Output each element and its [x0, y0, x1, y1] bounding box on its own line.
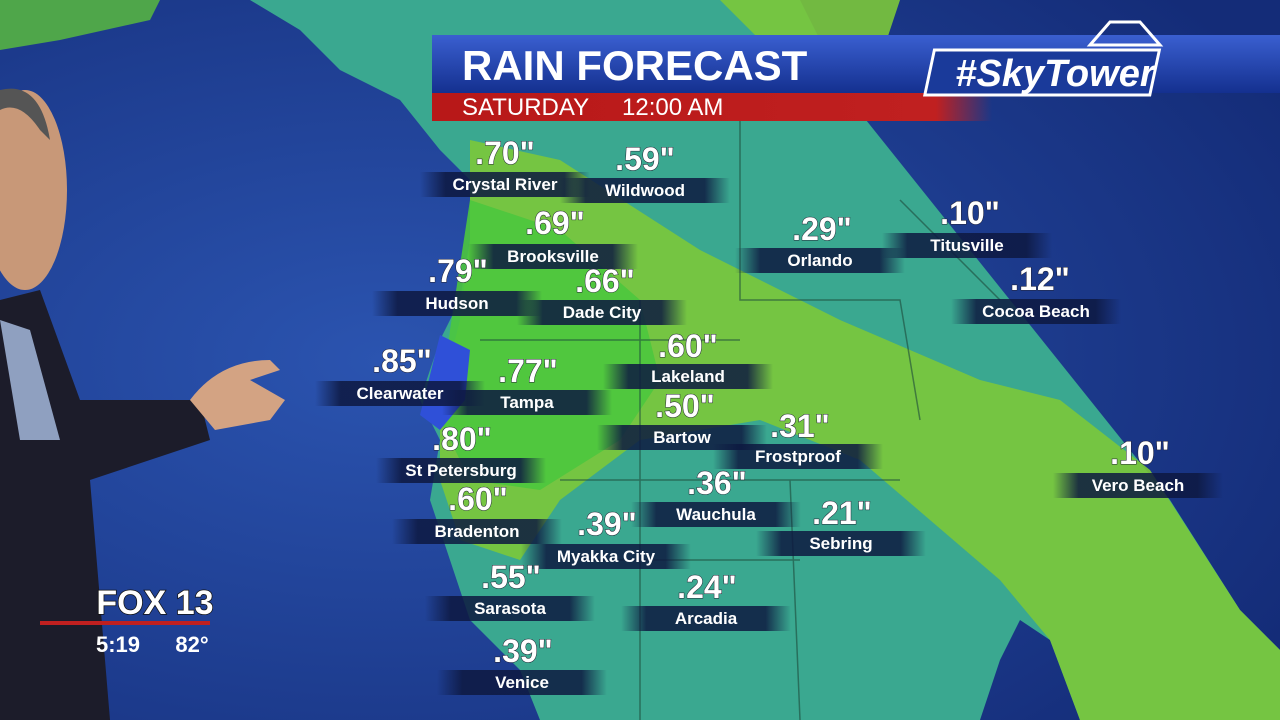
name-plate [756, 531, 926, 556]
name-plate [468, 244, 638, 269]
city-name: Dade City [563, 303, 642, 322]
rain-amount: .10" [1110, 435, 1170, 471]
rain-amount: .59" [615, 141, 675, 177]
rain-amount: .39" [493, 633, 553, 669]
city-name: Clearwater [357, 384, 444, 403]
rain-amount: .66" [575, 263, 635, 299]
presenter [0, 88, 285, 720]
subtitle-bar [432, 93, 992, 121]
rain-amount: .50" [655, 388, 715, 424]
city-name: Arcadia [675, 609, 738, 628]
name-plate [1053, 473, 1223, 498]
rain-amount: .55" [481, 559, 541, 595]
name-plate [951, 299, 1121, 324]
city-name: Cocoa Beach [982, 302, 1090, 321]
name-plate [631, 502, 801, 527]
name-plate [517, 300, 687, 325]
rain-amount: .10" [940, 195, 1000, 231]
rain-amount: .70" [475, 135, 535, 171]
city-name: Tampa [500, 393, 554, 412]
city-name: Bartow [653, 428, 711, 447]
city-name: Lakeland [651, 367, 725, 386]
rain-amount: .24" [677, 569, 737, 605]
city-name: Frostproof [755, 447, 841, 466]
name-plate [735, 248, 905, 273]
rain-amount: .80" [432, 421, 492, 457]
city-name: Wauchula [676, 505, 756, 524]
rain-amount: .29" [792, 211, 852, 247]
city-name: Wildwood [605, 181, 685, 200]
land-panhandle [0, 0, 160, 50]
name-plate [560, 178, 730, 203]
rain-amount: .60" [448, 481, 508, 517]
rain-zone-light [440, 140, 1280, 720]
city-name: Hudson [425, 294, 488, 313]
city-name: Sarasota [474, 599, 546, 618]
day: SATURDAY [462, 94, 589, 121]
rain-amount: .39" [577, 506, 637, 542]
name-plate [521, 544, 691, 569]
rain-amount: .85" [372, 343, 432, 379]
name-plate [425, 596, 595, 621]
rain-amount: .77" [498, 353, 558, 389]
name-plate [882, 233, 1052, 258]
city-labels: Crystal River .70" Wildwood .59" Brooksville… [315, 135, 1223, 695]
name-plate [437, 670, 607, 695]
city-name: Vero Beach [1092, 476, 1185, 495]
rain-amount: .21" [812, 495, 872, 531]
brand: #SkyTower [955, 53, 1156, 95]
time: 12:00 AM [622, 94, 723, 121]
rain-amount: .12" [1010, 261, 1070, 297]
city-name: Crystal River [453, 175, 558, 194]
station-bug: FOX 13 5:19 82° [40, 583, 214, 657]
brand-logo: #SkyTower [922, 20, 1164, 97]
clock: 5:19 [96, 632, 140, 657]
name-plate [442, 390, 612, 415]
station-logo: FOX 13 [96, 584, 213, 622]
name-plate [621, 606, 791, 631]
city-name: Myakka City [557, 547, 656, 566]
name-plate [713, 444, 883, 469]
city-name: Sebring [809, 534, 872, 553]
rain-amount: .36" [687, 465, 747, 501]
rain-amount: .60" [658, 328, 718, 364]
city-name: Titusville [930, 236, 1003, 255]
rain-amount: .79" [428, 253, 488, 289]
name-plate [392, 519, 562, 544]
name-plate [376, 458, 546, 483]
city-name: Venice [495, 673, 549, 692]
title: RAIN FORECAST [462, 42, 808, 89]
city-name: St Petersburg [405, 461, 516, 480]
temperature: 82° [175, 632, 208, 657]
name-plate [603, 364, 773, 389]
city-name: Orlando [787, 251, 852, 270]
rain-amount: .69" [525, 205, 585, 241]
station-rule [40, 621, 210, 625]
name-plate [372, 291, 542, 316]
rain-zone-medium [440, 200, 660, 490]
city-name: Brooksville [507, 247, 599, 266]
city-name: Bradenton [435, 522, 520, 541]
rain-amount: .31" [770, 408, 830, 444]
